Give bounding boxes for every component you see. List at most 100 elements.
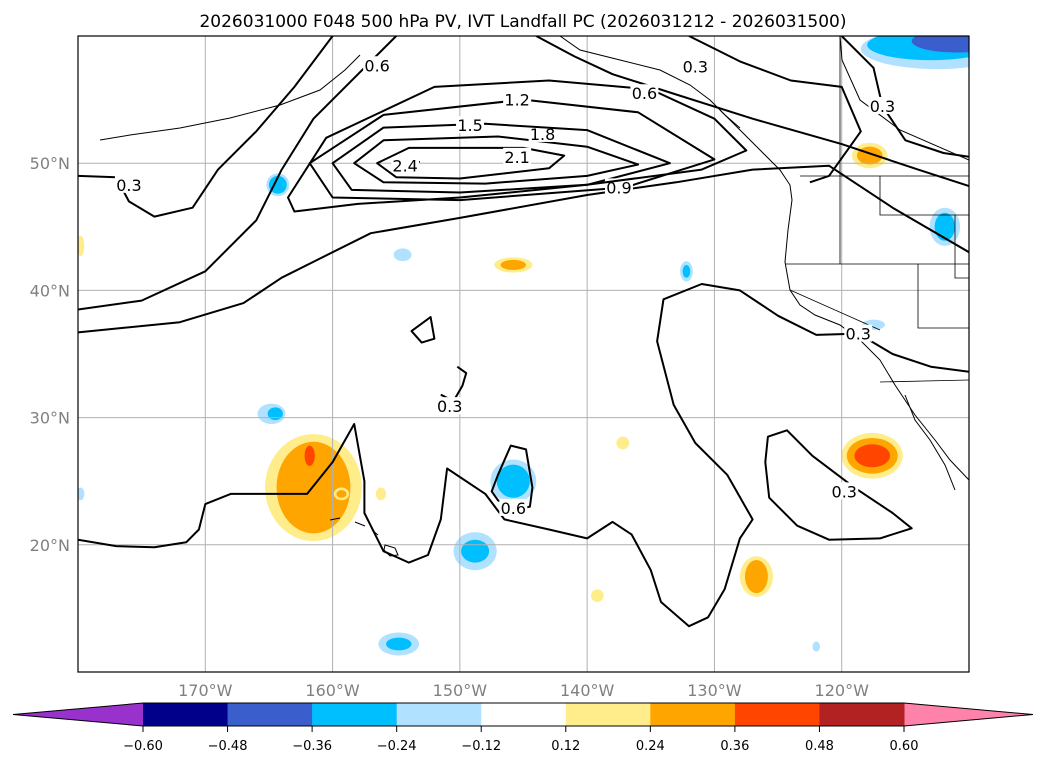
colorbar-over-extension [904,703,1033,726]
y-tick-label: 40°N [30,281,70,300]
colorbar-segment [312,703,398,726]
pv-contour-0.3 [410,316,436,344]
colorbar-segment [734,703,820,726]
baja-peninsula [904,394,956,491]
x-tick-label: 160°W [305,681,360,700]
shaded-region [336,490,347,498]
colorbar-tick-label: 0.24 [636,739,665,754]
coastlines [99,36,969,557]
shaded-anomaly-layer [78,36,969,656]
shaded-region [375,487,387,501]
y-tick-label: 30°N [30,409,70,428]
contour-label-bg [604,178,633,196]
shaded-region [812,641,821,652]
colorbar-tick-label: 0.48 [805,739,834,754]
state-boundaries [785,36,969,383]
shaded-region [461,539,490,563]
pv-contour-0.3 [688,36,862,184]
contour-label-bg [844,324,873,342]
pv-contour-1.2 [308,98,716,202]
map-background [78,36,969,672]
y-tick-label: 20°N [30,536,70,555]
colorbar-segment [143,703,229,726]
shaded-region [911,36,969,53]
pv-contour-0.9 [287,79,748,213]
alaska-coastline [559,36,741,129]
x-tick-label: 120°W [815,681,870,700]
pv-contour-0.3 [78,283,969,628]
shaded-region [500,259,527,271]
colorbar-under-extension [13,703,143,726]
north-america-coastline [719,36,969,481]
shaded-region [304,445,315,466]
contour-label: 2.1 [504,148,529,167]
colorbar-tick-label: 0.60 [890,739,919,754]
contour-label: 1.8 [530,125,555,144]
colorbar-segment [396,703,482,726]
pv-contour-1.8 [353,135,640,185]
pv-contour-0.6 [78,36,397,311]
shaded-region [393,248,412,262]
pv-contour-1.5 [331,122,671,194]
y-tick-labels: 50°N 40°N 30°N 20°N [30,154,70,555]
shaded-region [496,464,530,498]
pv-contour-layer: 2.4 2.11.8 1.5 1.2 0.9 0.6 0.6 0.3 0.3 0.3 0.3 0.3 0… [78,36,969,628]
contour-label-bg [456,116,485,134]
contour-label: 0.6 [364,56,389,75]
colorbar-tick-label: −0.12 [461,739,501,754]
contour-label: 1.2 [504,91,529,110]
shaded-region [267,407,283,421]
colorbar: −0.60 −0.48 −0.36 −0.24 −0.12 0.12 0.24 0.36 0.4… [12,702,1034,754]
colorbar-segment [481,703,567,726]
contour-label-bg [528,124,557,142]
colorbar-segment [227,703,313,726]
colorbar-tick-label: −0.60 [123,739,163,754]
contour-label: 0.3 [870,97,895,116]
contour-label: 0.3 [683,58,708,77]
contour-label: 1.5 [457,116,482,135]
contour-label-bg [868,96,897,114]
contour-label: 0.6 [632,84,657,103]
aleutian-islands [99,54,361,141]
shaded-region [854,444,891,468]
pv-contour-0.3 [764,429,913,541]
pv-contour-2.1 [376,146,566,180]
gridlines [78,36,969,672]
contour-label-bg [391,156,420,174]
colorbar-tick-label: −0.36 [292,739,332,754]
colorbar-segment [565,703,651,726]
contour-label: 0.9 [606,178,631,197]
shaded-region [744,560,768,594]
contour-label: 0.3 [437,397,462,416]
pv-contour-0.6 [535,36,969,188]
colorbar-segment [650,703,736,726]
contour-label-bg [114,175,143,193]
shaded-region [386,637,412,651]
shaded-region [268,175,287,194]
contour-label: 0.3 [846,325,871,344]
x-tick-label: 170°W [178,681,233,700]
x-tick-labels: 170°W 160°W 150°W 140°W 130°W 120°W [178,681,869,700]
x-tick-label: 140°W [560,681,615,700]
contour-label: 0.3 [832,482,857,501]
contour-label-bg [499,498,528,516]
shaded-region [590,589,604,603]
hawaii-islands [329,517,399,557]
pv-contour-0.9 [78,164,969,334]
contour-label-bg [681,57,710,75]
contour-label-bg [435,397,464,415]
map-frame [77,35,970,673]
contour-label-bg [830,482,859,500]
contour-label: 0.6 [501,499,526,518]
shaded-region [78,235,85,257]
shaded-region [78,487,85,501]
x-tick-label: 130°W [687,681,742,700]
pv-contour-0.3 [840,36,969,158]
shaded-region [276,441,351,534]
colorbar-tick-label: 0.12 [551,739,580,754]
contour-label-bg [363,56,392,74]
chart-title: 2026031000 F048 500 hPa PV, IVT Landfall… [199,12,846,32]
contour-label-bg [503,90,532,108]
shaded-region [934,212,955,241]
